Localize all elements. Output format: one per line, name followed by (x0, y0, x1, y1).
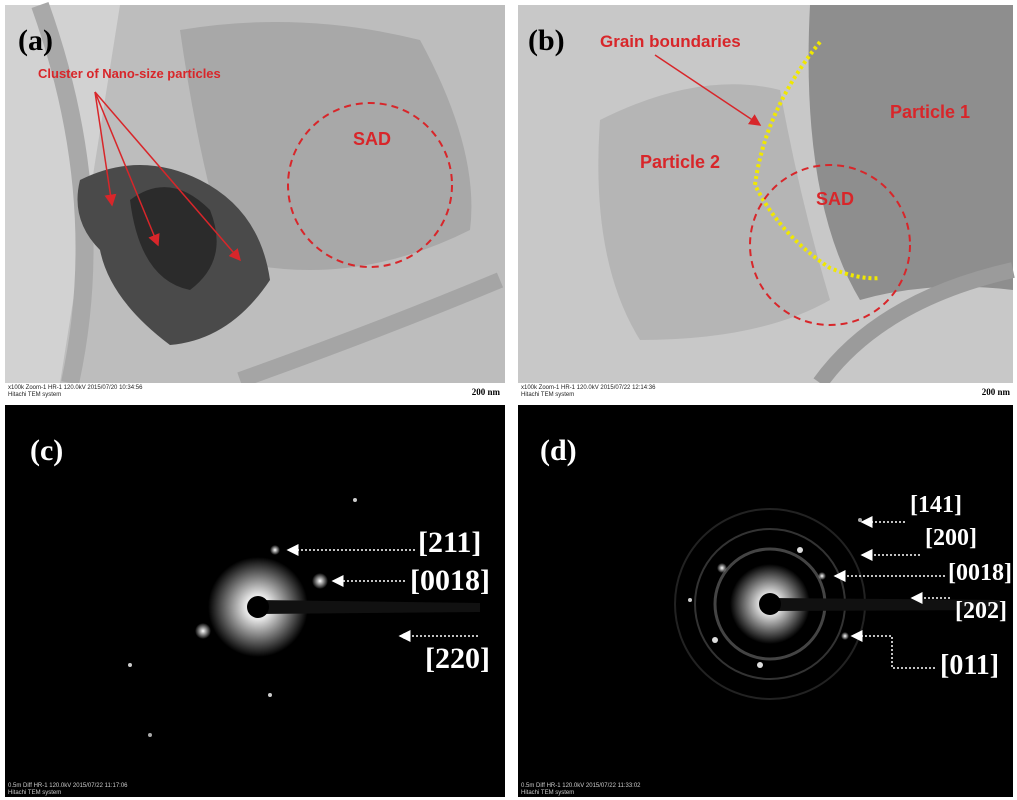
annotation: [200] (925, 525, 977, 551)
panel-d: (d) [141] [200] [0018] [202] [011] 0.5m … (518, 405, 1013, 797)
footer-text: 0.5m Diff HR-1 120.0kV 2015/07/22 11:17:… (8, 783, 128, 789)
spot (841, 632, 849, 640)
beam-stop (247, 596, 269, 618)
annotation: SAD (816, 189, 854, 209)
figure: (a) Cluster of Nano-size particles SAD x… (0, 0, 1017, 800)
spot (312, 573, 328, 589)
spot (757, 662, 763, 668)
annotation: [141] (910, 492, 962, 518)
annotation: [211] (418, 526, 481, 559)
panel-label: (c) (30, 434, 63, 467)
spot (858, 518, 862, 522)
annotation: Particle 2 (640, 152, 720, 172)
particle-1 (809, 5, 1013, 300)
spot (195, 623, 211, 639)
footer-text: Hitachi TEM system (8, 790, 61, 796)
annotation: [0018] (410, 564, 490, 597)
spot (712, 637, 718, 643)
annotation: [0018] (948, 560, 1012, 586)
annotation: Particle 1 (890, 102, 970, 122)
page: (a) Cluster of Nano-size particles SAD x… (0, 0, 1017, 800)
footer-text: Hitachi TEM system (521, 392, 574, 398)
panel-label: (d) (540, 434, 577, 467)
panel-label: (a) (18, 24, 53, 57)
footer-text: Hitachi TEM system (521, 790, 574, 796)
scale-bar: 200 nm (472, 387, 501, 397)
panel-a: (a) Cluster of Nano-size particles SAD x… (5, 5, 505, 398)
annotation: [202] (955, 598, 1007, 624)
footer-text: x100k Zoom-1 HR-1 120.0kV 2015/07/22 12:… (521, 385, 656, 391)
spot (818, 572, 826, 580)
spot (688, 598, 692, 602)
spot (797, 547, 803, 553)
footer-text: Hitachi TEM system (8, 392, 61, 398)
spot (717, 563, 727, 573)
annotation: Cluster of Nano-size particles (38, 66, 221, 81)
annotation: SAD (353, 129, 391, 149)
footer-text: x100k Zoom-1 HR-1 120.0kV 2015/07/20 10:… (8, 385, 143, 391)
annotation: [011] (940, 650, 999, 681)
spot (270, 545, 280, 555)
footer-text: 0.5m Diff HR-1 120.0kV 2015/07/22 11:33:… (521, 783, 641, 789)
spot (128, 663, 132, 667)
annotation: Grain boundaries (600, 32, 741, 51)
panel-c: (c) [211] [0018] [220] 0.5m Diff HR-1 12… (5, 405, 505, 797)
spot (148, 733, 152, 737)
scale-bar: 200 nm (982, 387, 1011, 397)
spot (353, 498, 357, 502)
beam-stop (759, 593, 781, 615)
annotation: [220] (425, 642, 490, 675)
spot (268, 693, 272, 697)
panel-label: (b) (528, 24, 565, 57)
panel-b: (b) Grain boundaries Particle 1 Particle… (518, 5, 1013, 398)
